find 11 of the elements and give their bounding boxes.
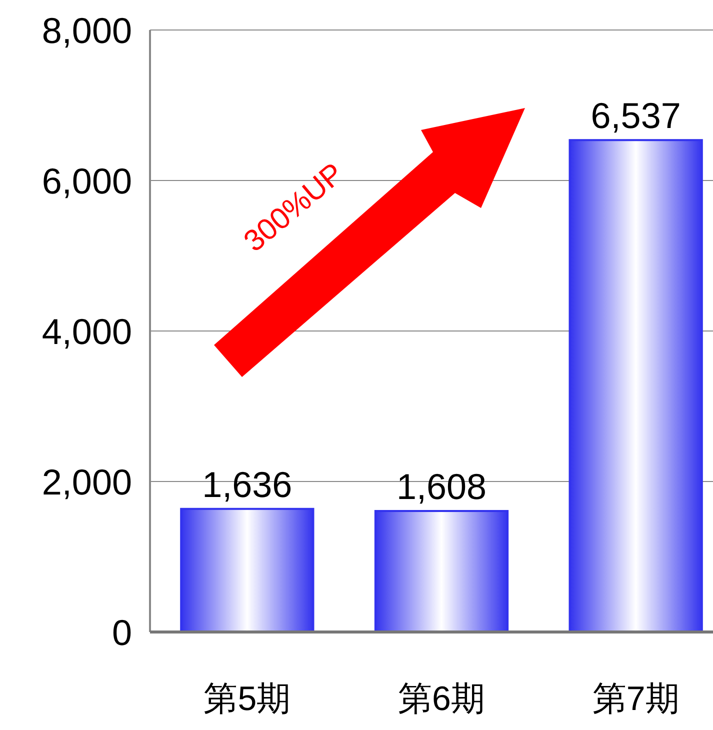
y-tick-label: 0 xyxy=(112,612,132,653)
y-tick-label: 2,000 xyxy=(42,461,132,502)
y-tick-label: 8,000 xyxy=(42,10,132,51)
data-label: 1,608 xyxy=(396,466,487,507)
y-tick-label: 6,000 xyxy=(42,160,132,202)
x-tick-label: 第6期 xyxy=(398,680,485,718)
x-tick-label: 第5期 xyxy=(204,680,291,718)
data-label: 1,636 xyxy=(202,464,292,505)
x-tick-label: 第7期 xyxy=(592,680,680,718)
y-tick-label: 4,000 xyxy=(42,310,132,352)
data-label: 6,537 xyxy=(590,95,681,136)
